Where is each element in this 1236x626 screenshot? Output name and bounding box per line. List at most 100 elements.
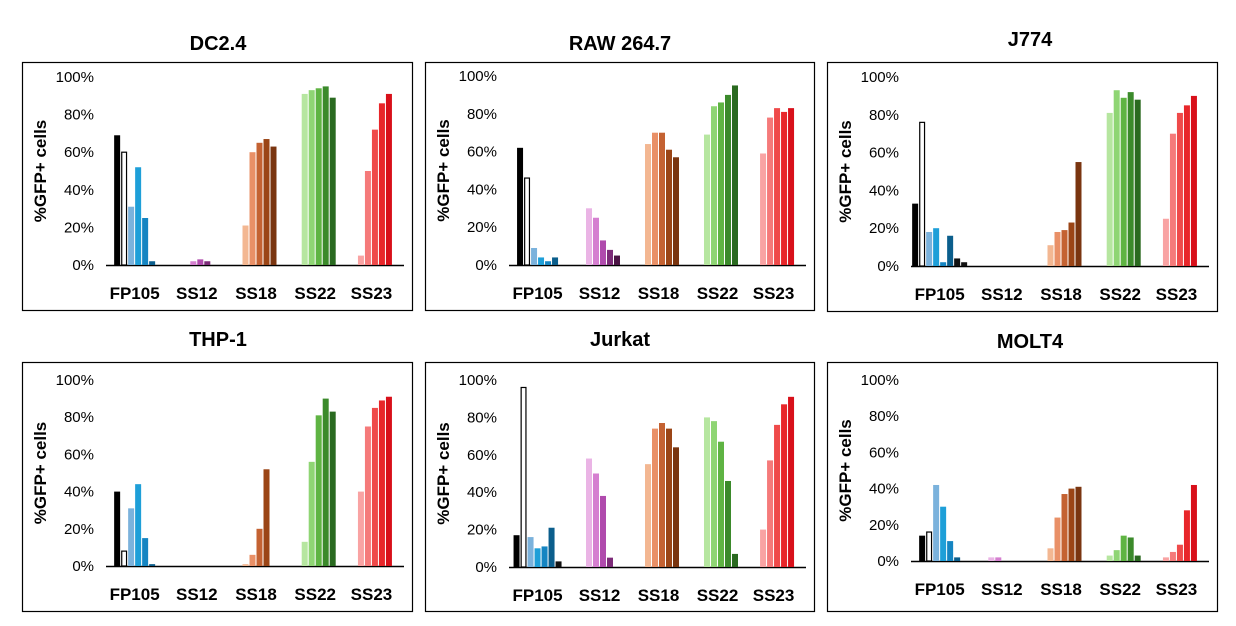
bar: [1183, 105, 1190, 266]
bar: [1162, 557, 1169, 561]
bar: [538, 257, 545, 265]
bar: [142, 538, 149, 566]
x-category-label: SS22: [294, 284, 336, 303]
bar: [711, 106, 717, 266]
bar: [961, 262, 968, 266]
x-category-label: SS18: [235, 284, 277, 303]
bar: [513, 535, 520, 567]
y-tick-label: 80%: [869, 408, 899, 425]
bar: [767, 460, 774, 567]
bar: [552, 257, 559, 265]
bar: [524, 177, 531, 266]
y-tick-label: 100%: [459, 372, 497, 389]
bar: [666, 149, 672, 265]
y-tick-label: 100%: [459, 68, 497, 85]
x-category-label: SS22: [294, 585, 336, 604]
bar: [926, 531, 933, 562]
x-category-label: SS23: [753, 586, 795, 605]
bar: [301, 93, 308, 265]
bar: [270, 146, 277, 265]
bar: [767, 117, 774, 265]
bar: [988, 557, 995, 561]
bar: [1047, 245, 1054, 266]
bar: [1047, 548, 1054, 561]
x-category-label: SS22: [697, 284, 739, 303]
x-category-label: SS22: [697, 586, 739, 605]
bar: [725, 94, 731, 266]
bar: [607, 557, 613, 567]
bar: [659, 132, 665, 265]
bar: [1176, 112, 1183, 266]
bar: [600, 240, 606, 265]
bar: [329, 411, 336, 566]
bar: [531, 247, 538, 265]
bar: [586, 208, 592, 265]
y-tick-label: 60%: [467, 447, 497, 464]
bar: [263, 139, 270, 265]
bar: [781, 111, 788, 265]
y-tick-label: 60%: [869, 145, 899, 162]
y-axis-label: %GFP+ cells: [434, 119, 453, 222]
chart-panel: J774 %GFP+ cells 0% 20% 40% 60% 80% 100% FP105 SS…: [826, 29, 1219, 313]
y-tick-label: 20%: [64, 521, 94, 538]
bar: [947, 541, 954, 561]
bar: [940, 262, 947, 266]
panel-frame: [826, 361, 1219, 613]
y-axis-label: %GFP+ cells: [836, 419, 855, 522]
bar: [256, 528, 263, 566]
y-tick-label: 40%: [869, 182, 899, 199]
x-category-label: SS18: [1040, 285, 1082, 304]
y-tick-label: 80%: [869, 107, 899, 124]
bar: [1120, 97, 1127, 266]
bar: [357, 491, 364, 566]
bar: [190, 261, 197, 265]
bar: [242, 225, 249, 265]
panel-title: MOLT4: [997, 331, 1064, 353]
bar: [614, 255, 620, 265]
x-category-label: SS23: [753, 284, 795, 303]
bar: [788, 396, 795, 567]
y-tick-label: 20%: [467, 219, 497, 236]
bar: [322, 398, 329, 566]
bar: [308, 461, 315, 566]
y-tick-label: 100%: [56, 69, 94, 86]
bar: [1068, 222, 1075, 266]
bar: [541, 546, 548, 567]
y-tick-label: 100%: [861, 69, 899, 86]
bar: [933, 484, 940, 561]
panel-frame: [21, 61, 414, 312]
y-tick-label: 60%: [869, 444, 899, 461]
bar: [666, 428, 672, 567]
bar: [555, 561, 562, 567]
y-tick-label: 0%: [475, 257, 497, 274]
y-tick-label: 40%: [64, 484, 94, 501]
bar: [781, 404, 788, 567]
bar: [1054, 517, 1061, 561]
y-axis-label: %GFP+ cells: [31, 422, 50, 525]
x-category-label: SS12: [176, 284, 218, 303]
y-tick-label: 60%: [64, 446, 94, 463]
x-category-label: SS18: [235, 585, 277, 604]
bar: [732, 553, 738, 567]
x-category-label: SS18: [638, 284, 680, 303]
x-category-label: FP105: [513, 284, 563, 303]
panel-title: Jurkat: [590, 329, 650, 351]
y-tick-label: 80%: [467, 409, 497, 426]
y-tick-label: 40%: [467, 484, 497, 501]
bar: [256, 142, 263, 265]
bar: [995, 557, 1002, 561]
x-category-label: FP105: [513, 586, 563, 605]
x-category-label: SS18: [1040, 580, 1082, 599]
bar: [1127, 92, 1134, 267]
bar: [711, 421, 717, 567]
y-tick-label: 60%: [64, 144, 94, 161]
bar: [1120, 535, 1127, 561]
chart-panel: THP-1 %GFP+ cells 0% 20% 40% 60% 80% 100% FP105 S…: [21, 329, 414, 613]
bar: [128, 206, 135, 265]
bar: [673, 447, 679, 567]
y-axis-label: %GFP+ cells: [31, 120, 50, 223]
bar: [1054, 231, 1061, 266]
bar: [371, 407, 378, 566]
panel-title: J774: [1008, 29, 1053, 51]
bar: [114, 491, 121, 566]
